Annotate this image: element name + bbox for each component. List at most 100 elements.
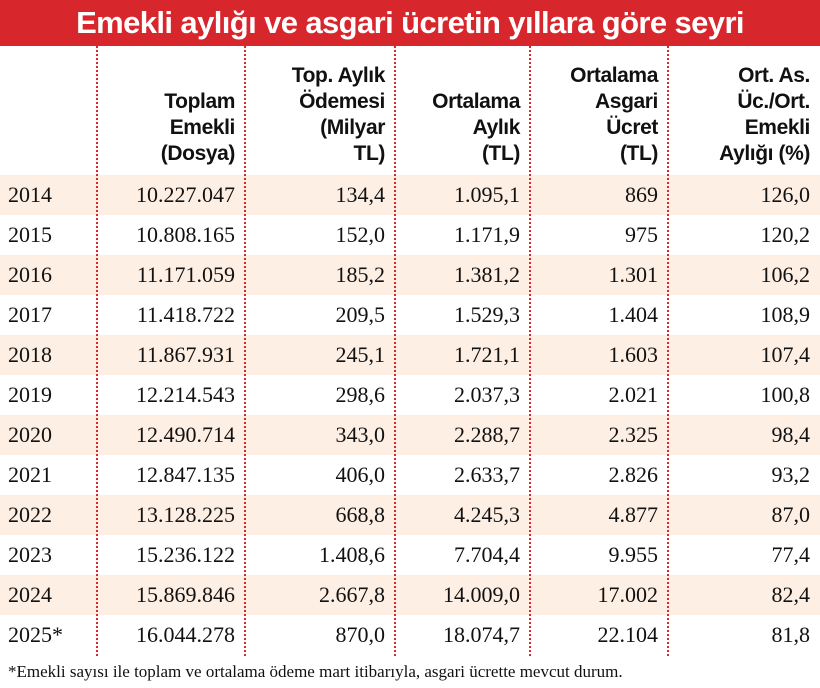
table-cell: 1.529,3 [454,302,520,327]
table-cell: 1.381,2 [454,262,520,287]
header-line: Üc./Ort. [737,90,810,113]
table-cell: 13.128.225 [136,502,235,527]
table-cell: 134,4 [335,182,386,207]
header-cell: Ortalama Asgari Ücret (TL) [530,63,658,167]
table-cell: 1.404 [608,302,659,327]
header-line: (TL) [481,142,520,165]
table-cell: 1.603 [608,342,659,367]
table-cell: 93,2 [771,462,811,487]
header-line: (Milyar [320,116,385,139]
table-cell: 11.418.722 [136,302,235,327]
table-cell: 126,0 [760,182,811,207]
table-cell: 2014 [8,182,52,207]
row-band [0,575,820,615]
table-cell: 1.721,1 [454,342,520,367]
table-cell: 10.227.047 [136,182,235,207]
column-separator [96,46,98,656]
table-cell: 2.288,7 [454,422,520,447]
table-cell: 14.009,0 [443,582,520,607]
row-band [0,335,820,375]
header-cell: Ort. As. Üc./Ort. Emekli Aylığı (%) [668,63,810,167]
table-cell: 2018 [8,342,52,367]
table-cell: 1.171,9 [454,222,520,247]
header-line: Ödemesi [299,90,385,113]
table-cell: 2.021 [608,382,659,407]
table-cell: 298,6 [335,382,386,407]
header-line: TL) [353,142,386,165]
table-cell: 2.325 [608,422,659,447]
table-cell: 17.002 [597,582,659,607]
table-cell: 2023 [8,542,52,567]
column-separator [244,46,246,656]
table-cell: 100,8 [760,382,811,407]
table-cell: 975 [625,222,658,247]
table-cell: 2024 [8,582,52,607]
header-line: (Dosya) [160,142,236,165]
table-cell: 2021 [8,462,52,487]
footnote: *Emekli sayısı ile toplam ve ortalama öd… [8,662,623,681]
table-cell: 107,4 [760,342,811,367]
row-band [0,415,820,455]
table-cell: 1.095,1 [454,182,520,207]
table-cell: 82,4 [771,582,811,607]
table-cell: 668,8 [335,502,386,527]
table-cell: 12.847.135 [136,462,235,487]
header-line: Emekli [744,116,811,139]
table-cell: 87,0 [771,502,811,527]
table-cell: 12.214.543 [136,382,235,407]
table-cell: 2022 [8,502,52,527]
header-line: Emekli [169,116,236,139]
header-line: Ort. As. [738,64,810,87]
table-cell: 2.633,7 [454,462,520,487]
table-cell: 18.074,7 [443,622,520,647]
header-line: Ortalama [570,64,658,87]
table-cell: 16.044.278 [136,622,235,647]
table-cell: 1.301 [608,262,659,287]
table-cell: 106,2 [760,262,811,287]
table-cell: 11.171.059 [136,262,235,287]
table-cell: 2025* [8,622,63,647]
table-cell: 185,2 [335,262,386,287]
table-cell: 15.869.846 [136,582,235,607]
table-cell: 15.236.122 [136,542,235,567]
table-cell: 406,0 [335,462,386,487]
table-cell: 2017 [8,302,52,327]
table-cell: 2.826 [608,462,659,487]
table-cell: 22.104 [597,622,659,647]
table-cell: 2016 [8,262,52,287]
table-cell: 869 [625,182,658,207]
column-separator [667,46,669,656]
header-line: Asgari [595,90,658,113]
table-cell: 2020 [8,422,52,447]
table-cell: 11.867.931 [136,342,235,367]
row-band [0,175,820,215]
table-cell: 120,2 [760,222,811,247]
header-cell: Toplam Emekli (Dosya) [97,89,236,167]
table-cell: 108,9 [760,302,811,327]
table-cell: 4.245,3 [454,502,520,527]
header-line: Ortalama [432,90,520,113]
row-band [0,495,820,535]
table-cell: 4.877 [608,502,659,527]
row-band [0,255,820,295]
table-cell: 2015 [8,222,52,247]
table-cell: 12.490.714 [136,422,235,447]
table-cell: 152,0 [335,222,386,247]
header-line: Top. Aylık [291,64,386,87]
header-line: Aylık [472,116,521,139]
table-cell: 2019 [8,382,52,407]
title: Emekli aylığı ve asgari ücretin yıllara … [0,0,820,46]
table-cell: 209,5 [335,302,386,327]
table-cell: 2.037,3 [454,382,520,407]
header-line: (TL) [619,142,658,165]
header-line: Ücret [606,116,658,139]
header-cell: Top. Aylık Ödemesi (Milyar TL) [245,63,386,167]
table-cell: 7.704,4 [454,542,520,567]
column-separator [394,46,396,656]
header-cell: Ortalama Aylık (TL) [395,89,520,167]
table-cell: 870,0 [335,622,386,647]
table-cell: 1.408,6 [319,542,385,567]
table-cell: 343,0 [335,422,386,447]
table-cell: 77,4 [771,542,811,567]
